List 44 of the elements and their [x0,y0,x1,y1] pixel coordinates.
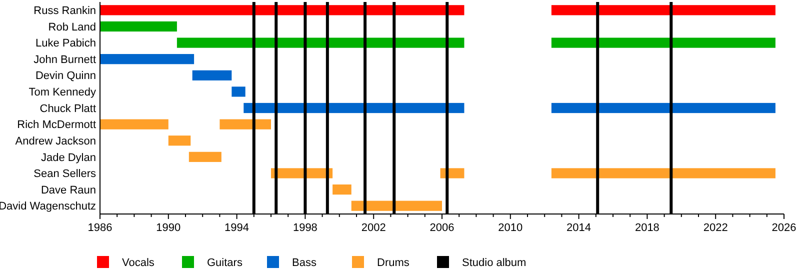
bar [100,5,464,16]
bar [188,152,222,162]
y-tick-label: Dave Raun [40,184,96,196]
x-tick-label: 2022 [703,222,728,234]
y-tick-label: Russ Rankin [34,5,96,18]
bar [551,38,776,48]
x-tick-label: 2018 [634,222,660,234]
legend-label: Drums [377,256,410,269]
x-tick-label: 2002 [361,222,386,234]
bar [551,168,776,178]
x-tick-label: 2014 [566,222,592,234]
legend-label: Guitars [207,256,243,269]
y-tick-label: Sean Sellers [34,168,96,180]
bar [176,38,464,48]
x-tick-label: 2026 [772,222,796,234]
bar [220,119,271,130]
y-tick-label: Luke Pabich [35,38,96,50]
y-tick-label: John Burnett [34,54,96,66]
y-tick-label: Andrew Jackson [15,135,96,148]
bar [551,5,776,16]
bar [100,54,194,64]
y-tick-label: Jade Dylan [40,152,96,164]
y-tick-label: Tom Kennedy [28,86,96,99]
legend-label: Bass [292,256,317,269]
x-tick-label: 2010 [498,222,523,234]
y-tick-label: Devin Quinn [35,70,96,82]
x-tick-label: 1998 [292,222,318,234]
x-tick-label: 1986 [88,222,112,234]
bar [100,119,168,130]
legend-label: Studio album [462,256,526,269]
bar [351,200,442,211]
bar [232,86,246,97]
bar [100,21,177,32]
y-tick-label: Rich McDermott [17,119,96,132]
y-tick-label: Chuck Platt [40,102,96,115]
x-tick-label: 1994 [224,222,250,234]
bar [192,70,232,80]
bar [332,184,352,195]
bar [168,136,191,146]
legend-label: Vocals [122,256,155,269]
y-tick-label: Rob Land [48,21,96,34]
x-tick-label: 2006 [430,222,454,234]
x-tick-label: 1990 [156,222,181,234]
bar [551,102,776,114]
